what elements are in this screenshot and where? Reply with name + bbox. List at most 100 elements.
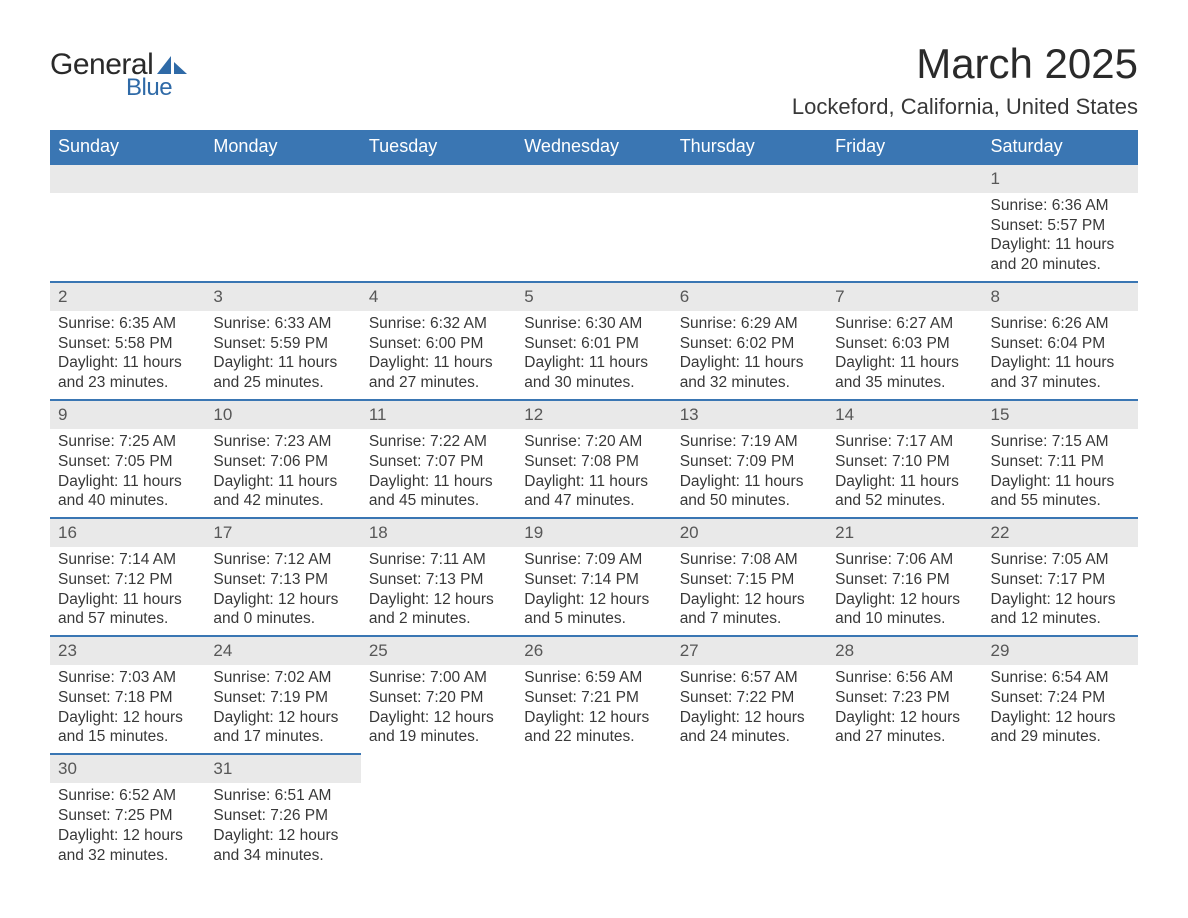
day-number-cell: 4 xyxy=(361,282,516,311)
sunrise-text: Sunrise: 6:51 AM xyxy=(213,786,352,806)
daylight-text-2: and 7 minutes. xyxy=(680,609,819,629)
detail-row: Sunrise: 6:52 AMSunset: 7:25 PMDaylight:… xyxy=(50,783,1138,871)
sunrise-text: Sunrise: 7:19 AM xyxy=(680,432,819,452)
detail-row: Sunrise: 6:36 AMSunset: 5:57 PMDaylight:… xyxy=(50,193,1138,282)
sunrise-text: Sunrise: 6:36 AM xyxy=(991,196,1130,216)
sunset-text: Sunset: 7:25 PM xyxy=(58,806,197,826)
sunset-text: Sunset: 7:14 PM xyxy=(524,570,663,590)
daylight-text-1: Daylight: 12 hours xyxy=(524,590,663,610)
day-number-cell: 20 xyxy=(672,518,827,547)
daylight-text-2: and 32 minutes. xyxy=(680,373,819,393)
daylight-text-2: and 52 minutes. xyxy=(835,491,974,511)
daylight-text-2: and 5 minutes. xyxy=(524,609,663,629)
daylight-text-2: and 50 minutes. xyxy=(680,491,819,511)
sunset-text: Sunset: 6:04 PM xyxy=(991,334,1130,354)
daylight-text-1: Daylight: 11 hours xyxy=(58,590,197,610)
daylight-text-2: and 27 minutes. xyxy=(369,373,508,393)
day-detail-cell xyxy=(983,783,1138,871)
daylight-text-2: and 55 minutes. xyxy=(991,491,1130,511)
weekday-header: Sunday xyxy=(50,130,205,164)
day-number-cell: 22 xyxy=(983,518,1138,547)
day-detail-cell xyxy=(361,783,516,871)
day-number-cell xyxy=(361,164,516,193)
day-detail-cell: Sunrise: 7:06 AMSunset: 7:16 PMDaylight:… xyxy=(827,547,982,636)
sunrise-text: Sunrise: 7:14 AM xyxy=(58,550,197,570)
day-number-cell: 23 xyxy=(50,636,205,665)
daylight-text-2: and 23 minutes. xyxy=(58,373,197,393)
day-number-cell: 13 xyxy=(672,400,827,429)
day-number-cell: 6 xyxy=(672,282,827,311)
daylight-text-1: Daylight: 11 hours xyxy=(835,472,974,492)
daylight-text-2: and 34 minutes. xyxy=(213,846,352,866)
brand-logo: General Blue xyxy=(50,40,187,102)
day-detail-cell: Sunrise: 6:57 AMSunset: 7:22 PMDaylight:… xyxy=(672,665,827,754)
day-number-cell: 28 xyxy=(827,636,982,665)
day-number-cell: 24 xyxy=(205,636,360,665)
day-number-cell: 8 xyxy=(983,282,1138,311)
day-number-cell: 14 xyxy=(827,400,982,429)
sunset-text: Sunset: 7:21 PM xyxy=(524,688,663,708)
day-detail-cell xyxy=(672,193,827,282)
daylight-text-2: and 19 minutes. xyxy=(369,727,508,747)
day-detail-cell: Sunrise: 7:09 AMSunset: 7:14 PMDaylight:… xyxy=(516,547,671,636)
sunrise-text: Sunrise: 7:02 AM xyxy=(213,668,352,688)
day-number-cell: 21 xyxy=(827,518,982,547)
day-detail-cell: Sunrise: 7:02 AMSunset: 7:19 PMDaylight:… xyxy=(205,665,360,754)
sunset-text: Sunset: 6:00 PM xyxy=(369,334,508,354)
sunset-text: Sunset: 5:58 PM xyxy=(58,334,197,354)
day-number-cell: 11 xyxy=(361,400,516,429)
daylight-text-2: and 15 minutes. xyxy=(58,727,197,747)
day-number-cell: 5 xyxy=(516,282,671,311)
sunrise-text: Sunrise: 7:03 AM xyxy=(58,668,197,688)
sunset-text: Sunset: 7:17 PM xyxy=(991,570,1130,590)
daylight-text-2: and 45 minutes. xyxy=(369,491,508,511)
daylight-text-1: Daylight: 11 hours xyxy=(991,353,1130,373)
daylight-text-2: and 12 minutes. xyxy=(991,609,1130,629)
daynum-row: 9101112131415 xyxy=(50,400,1138,429)
day-number-cell xyxy=(827,754,982,783)
weekday-header: Wednesday xyxy=(516,130,671,164)
daylight-text-2: and 37 minutes. xyxy=(991,373,1130,393)
daynum-row: 23242526272829 xyxy=(50,636,1138,665)
day-number-cell xyxy=(672,754,827,783)
sunset-text: Sunset: 7:23 PM xyxy=(835,688,974,708)
sunrise-text: Sunrise: 6:54 AM xyxy=(991,668,1130,688)
day-detail-cell: Sunrise: 7:20 AMSunset: 7:08 PMDaylight:… xyxy=(516,429,671,518)
day-detail-cell: Sunrise: 7:12 AMSunset: 7:13 PMDaylight:… xyxy=(205,547,360,636)
daynum-row: 16171819202122 xyxy=(50,518,1138,547)
sunrise-text: Sunrise: 7:17 AM xyxy=(835,432,974,452)
daylight-text-2: and 10 minutes. xyxy=(835,609,974,629)
day-detail-cell: Sunrise: 6:30 AMSunset: 6:01 PMDaylight:… xyxy=(516,311,671,400)
sunset-text: Sunset: 7:07 PM xyxy=(369,452,508,472)
weekday-header: Tuesday xyxy=(361,130,516,164)
sunset-text: Sunset: 7:20 PM xyxy=(369,688,508,708)
day-number-cell: 2 xyxy=(50,282,205,311)
location-subtitle: Lockeford, California, United States xyxy=(792,94,1138,120)
day-detail-cell: Sunrise: 7:03 AMSunset: 7:18 PMDaylight:… xyxy=(50,665,205,754)
daylight-text-1: Daylight: 12 hours xyxy=(991,708,1130,728)
day-detail-cell: Sunrise: 6:36 AMSunset: 5:57 PMDaylight:… xyxy=(983,193,1138,282)
sunset-text: Sunset: 7:18 PM xyxy=(58,688,197,708)
day-detail-cell: Sunrise: 7:23 AMSunset: 7:06 PMDaylight:… xyxy=(205,429,360,518)
daylight-text-2: and 22 minutes. xyxy=(524,727,663,747)
daylight-text-1: Daylight: 11 hours xyxy=(213,353,352,373)
daylight-text-1: Daylight: 12 hours xyxy=(213,826,352,846)
daylight-text-1: Daylight: 11 hours xyxy=(213,472,352,492)
day-number-cell xyxy=(50,164,205,193)
daylight-text-1: Daylight: 12 hours xyxy=(369,590,508,610)
day-number-cell: 1 xyxy=(983,164,1138,193)
sunset-text: Sunset: 6:01 PM xyxy=(524,334,663,354)
month-title: March 2025 xyxy=(792,40,1138,88)
sunrise-text: Sunrise: 7:12 AM xyxy=(213,550,352,570)
day-number-cell xyxy=(361,754,516,783)
day-detail-cell xyxy=(516,783,671,871)
daylight-text-1: Daylight: 12 hours xyxy=(213,708,352,728)
daylight-text-2: and 27 minutes. xyxy=(835,727,974,747)
day-number-cell xyxy=(205,164,360,193)
day-detail-cell xyxy=(516,193,671,282)
sunset-text: Sunset: 7:09 PM xyxy=(680,452,819,472)
day-number-cell: 15 xyxy=(983,400,1138,429)
day-detail-cell xyxy=(361,193,516,282)
daylight-text-1: Daylight: 11 hours xyxy=(58,472,197,492)
daylight-text-1: Daylight: 12 hours xyxy=(991,590,1130,610)
